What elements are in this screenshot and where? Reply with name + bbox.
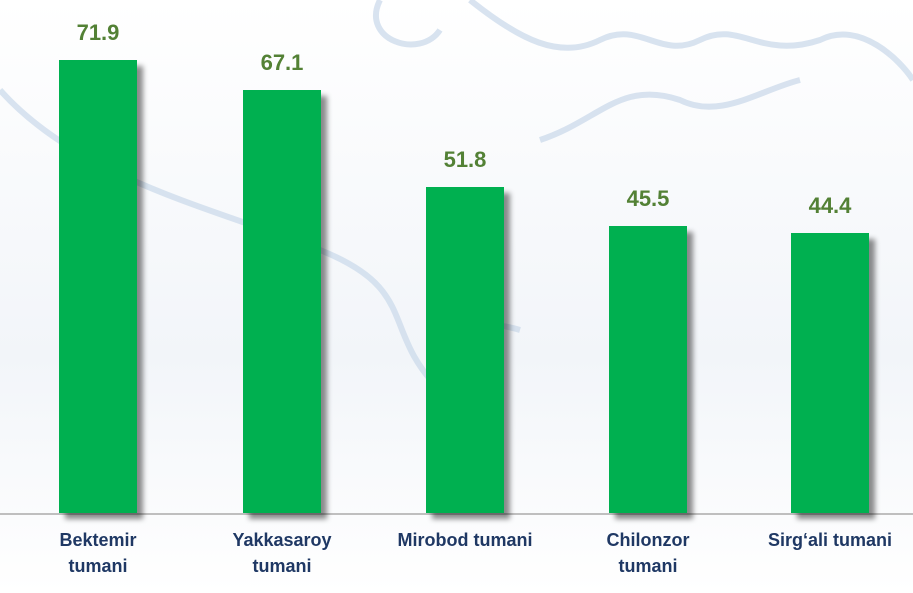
data-label: 51.8 <box>443 146 487 172</box>
x-tick-label: Sirg‘ali tumani <box>767 530 893 550</box>
data-label: 45.5 <box>626 186 670 212</box>
bar <box>243 90 321 513</box>
data-label: 44.4 <box>808 193 852 219</box>
x-tick-label: Bektemir tumani <box>59 530 137 576</box>
baseline <box>0 513 913 515</box>
bar <box>426 186 504 513</box>
data-label: 67.1 <box>260 50 304 76</box>
x-tick-label: Mirobod tumani <box>397 530 533 550</box>
bar <box>791 233 869 513</box>
bar <box>59 60 137 513</box>
bar <box>609 226 687 513</box>
x-tick-label: Yakkasaroy tumani <box>232 530 332 576</box>
data-label: 71.9 <box>76 20 120 45</box>
x-tick-label: Chilonzor tumani <box>606 530 690 576</box>
